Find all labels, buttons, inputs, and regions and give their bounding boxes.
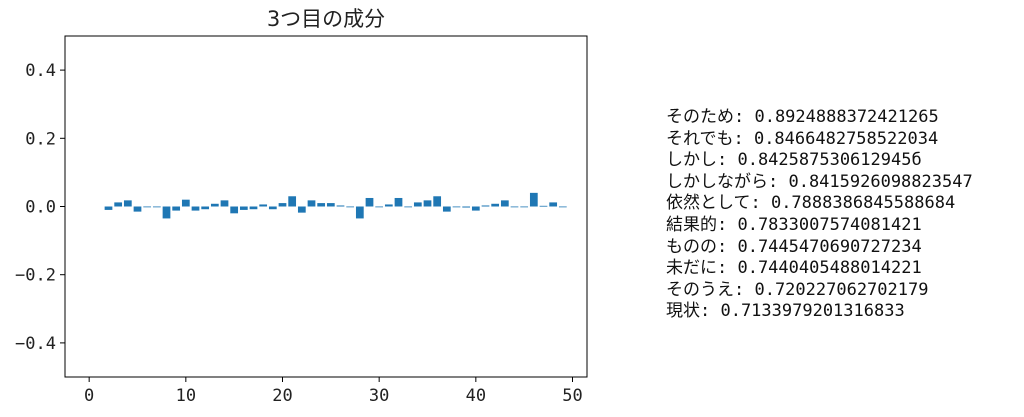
x-tick-label: 20: [272, 386, 292, 406]
bar: [143, 206, 152, 208]
bar: [259, 204, 268, 207]
bar: [413, 202, 422, 207]
score-list-item: しかし: 0.842587530612945б: [666, 150, 922, 171]
score-list-item: 未だに: 0.7440405488014221: [666, 258, 922, 279]
bar: [249, 206, 258, 210]
bar: [162, 206, 171, 219]
bar: [539, 205, 548, 207]
bar: [384, 204, 393, 207]
score-list-item: そのうえ: 0.720227062702179: [666, 279, 929, 300]
bar: [549, 202, 558, 207]
bar: [239, 206, 248, 210]
x-tick-label: 10: [176, 386, 196, 406]
bar: [307, 200, 316, 207]
bar: [491, 203, 500, 207]
score-list-item: それでも: 0.8466482758522034: [666, 128, 939, 149]
bar: [181, 199, 190, 207]
bar: [317, 203, 326, 207]
bar: [152, 206, 161, 208]
bar: [220, 200, 229, 207]
bar: [201, 206, 210, 210]
bar: [278, 203, 287, 207]
bar: [433, 196, 442, 207]
bar: [471, 206, 480, 211]
bar: [442, 206, 451, 212]
x-tick-label: 40: [466, 386, 486, 406]
y-tick-label: 0.0: [25, 198, 56, 218]
score-list-item: そのため: 0.8924888372421265: [666, 107, 939, 127]
bar: [104, 206, 113, 210]
score-list: そのため: 0.8924888372421265 それでも: 0.84664827…: [666, 107, 973, 323]
score-list-item: 依然として: 0.7888386845588684: [666, 193, 956, 214]
score-list-item: 現状: 0.7133979201316833: [666, 301, 905, 322]
bar: [123, 200, 132, 207]
bar: [230, 206, 239, 214]
bar: [114, 202, 123, 207]
bar: [336, 205, 345, 207]
x-tick-label: 0: [84, 386, 94, 406]
bar: [191, 206, 200, 211]
y-tick-label: −0.2: [15, 266, 56, 286]
bar: [326, 203, 335, 207]
bar: [375, 206, 384, 208]
axes-group: −0.4 −0.2 0.0 0.2 0.4 0 10 20 30 40 50: [15, 35, 588, 406]
bar: [423, 200, 432, 207]
bar: [133, 206, 142, 212]
bar: [394, 197, 403, 207]
x-tick-label: 50: [562, 386, 582, 406]
score-list-item: しかしながら: 0.8415926098823547: [666, 171, 973, 192]
bar: [558, 206, 567, 208]
y-tick-label: 0.4: [25, 61, 56, 81]
bar: [346, 206, 355, 208]
bar: [520, 206, 529, 208]
x-tick-label: 30: [369, 386, 389, 406]
score-list-item: 結果的: 0.7833007574081421: [666, 214, 922, 235]
bar: [172, 206, 181, 211]
chart-title: 3つ目の成分: [267, 7, 385, 31]
bar: [210, 203, 219, 207]
bar: [288, 196, 297, 207]
bar: [365, 197, 374, 207]
bar: [481, 205, 490, 207]
bar: [404, 206, 413, 208]
bar: [297, 206, 306, 213]
bar: [529, 192, 538, 207]
bar: [500, 200, 509, 207]
bar: [510, 206, 519, 208]
bar: [452, 206, 461, 208]
bar: [462, 206, 471, 208]
bars-group: [104, 192, 567, 219]
y-tick-label: −0.4: [15, 334, 56, 354]
score-list-item: ものの: 0.7445470690727234: [666, 236, 922, 257]
bar: [268, 206, 277, 210]
bar: [355, 206, 364, 219]
y-tick-label: 0.2: [25, 129, 56, 149]
